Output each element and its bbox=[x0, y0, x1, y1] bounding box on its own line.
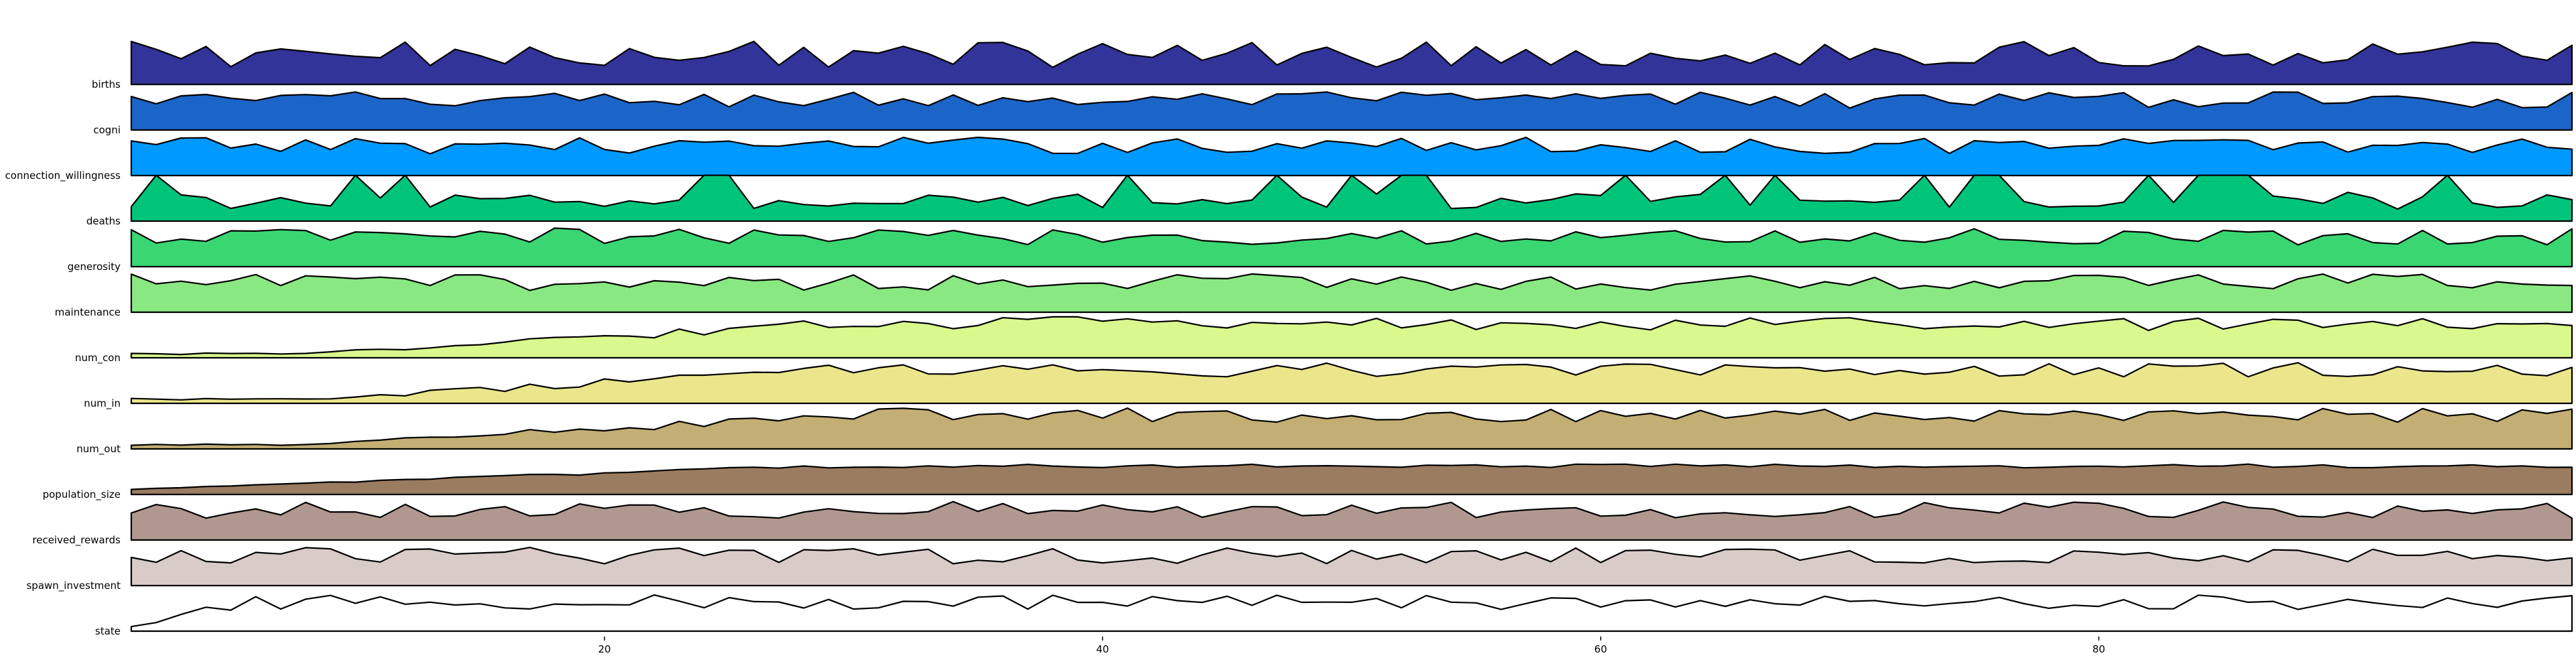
ridge-received-rewards bbox=[130, 500, 2573, 541]
ridge-population-size bbox=[130, 463, 2573, 496]
ridge-state bbox=[130, 594, 2573, 632]
x-tick-label: 80 bbox=[2092, 643, 2105, 655]
x-tick-label: 40 bbox=[1096, 643, 1109, 655]
ridge-num-con bbox=[130, 316, 2573, 359]
x-axis: 20 40 60 80 bbox=[598, 636, 2105, 655]
x-tick-label: 20 bbox=[598, 643, 611, 655]
ridge-areas bbox=[130, 40, 2573, 632]
row-label-spawn-investment: spawn_investment bbox=[26, 580, 121, 592]
ridge-births bbox=[130, 40, 2573, 86]
ridge-maintenance bbox=[130, 273, 2573, 314]
row-label-cogni: cogni bbox=[93, 124, 121, 136]
ridge-cogni bbox=[130, 91, 2573, 131]
x-tick-label: 60 bbox=[1594, 643, 1607, 655]
ridge-num-out bbox=[130, 407, 2573, 450]
row-label-state: state bbox=[95, 625, 121, 637]
ridge-connection-willingness bbox=[130, 136, 2573, 177]
ridge-deaths bbox=[130, 174, 2573, 222]
ridge-spawn-investment bbox=[130, 547, 2573, 587]
row-label-maintenance: maintenance bbox=[55, 306, 121, 318]
row-label-deaths: deaths bbox=[86, 215, 121, 227]
row-label-generosity: generosity bbox=[68, 261, 121, 273]
ridge-num-in bbox=[130, 362, 2573, 405]
ridge-generosity bbox=[130, 227, 2573, 268]
row-label-births: births bbox=[92, 78, 121, 90]
row-label-num-con: num_con bbox=[75, 352, 121, 364]
row-label-population-size: population_size bbox=[43, 488, 121, 501]
row-label-num-out: num_out bbox=[76, 443, 121, 456]
row-label-connection-willingness: connection_willingness bbox=[5, 170, 121, 182]
row-label-num-in: num_in bbox=[84, 397, 121, 410]
row-label-received-rewards: received_rewards bbox=[32, 534, 121, 547]
